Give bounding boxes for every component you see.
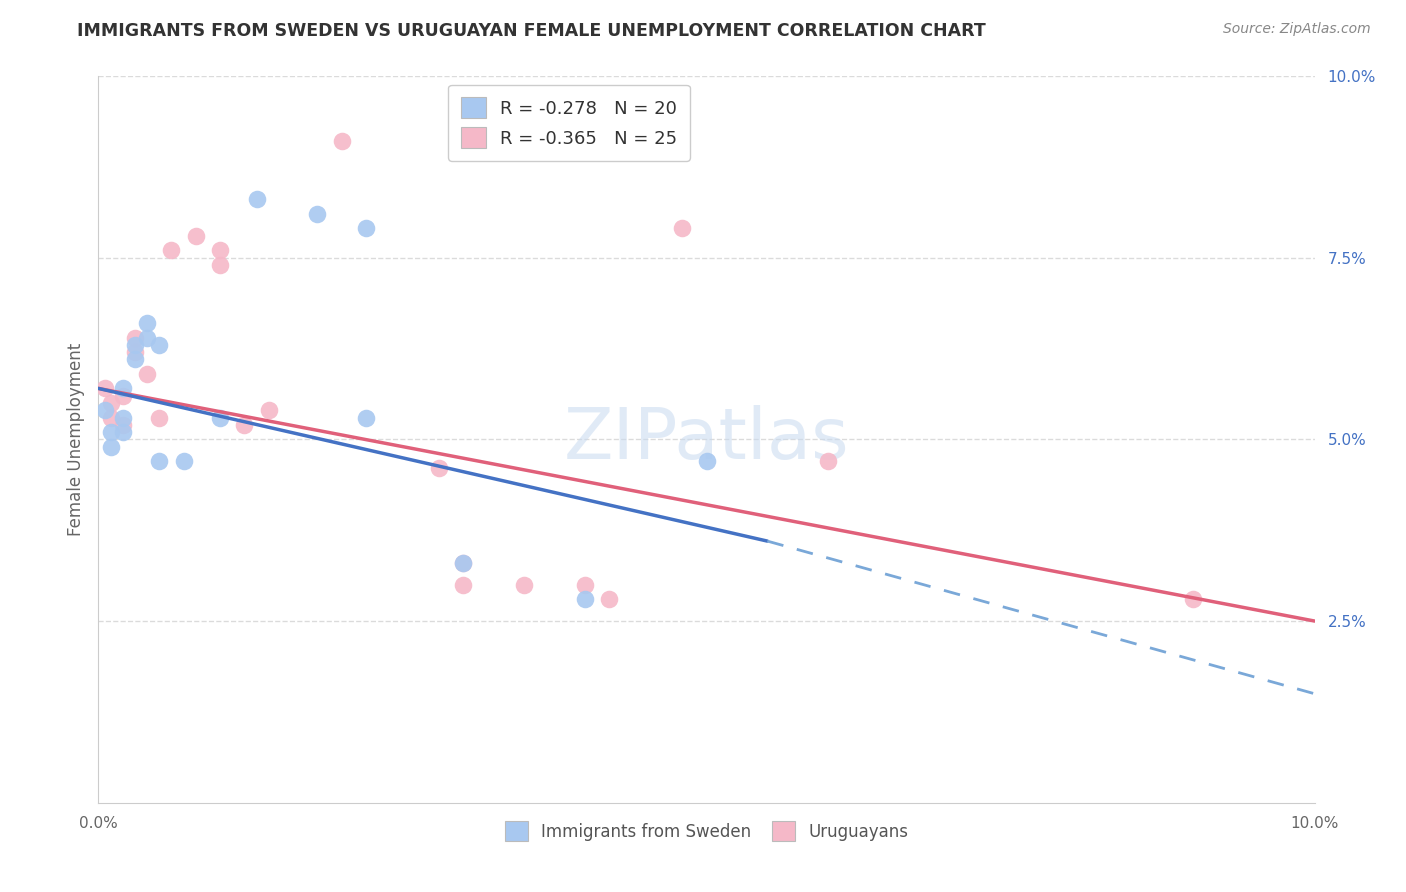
Point	[160, 244, 183, 258]
Point	[245, 193, 267, 207]
Point	[1182, 592, 1205, 607]
Point	[184, 228, 207, 243]
Point	[453, 556, 475, 570]
Point	[354, 410, 377, 425]
Point	[111, 381, 134, 395]
Text: ZIPatlas: ZIPatlas	[564, 405, 849, 474]
Point	[93, 403, 115, 417]
Point	[124, 345, 146, 359]
Point	[513, 578, 536, 592]
Point	[209, 410, 232, 425]
Point	[574, 578, 596, 592]
Point	[817, 454, 839, 468]
Point	[671, 221, 693, 235]
Point	[209, 258, 232, 272]
Point	[136, 316, 159, 330]
Point	[148, 410, 170, 425]
Point	[136, 330, 159, 344]
Point	[124, 330, 146, 344]
Point	[696, 454, 718, 468]
Point	[233, 417, 256, 432]
Point	[453, 578, 475, 592]
Legend: Immigrants from Sweden, Uruguayans: Immigrants from Sweden, Uruguayans	[496, 814, 917, 849]
Point	[100, 396, 122, 410]
Point	[598, 592, 620, 607]
Point	[354, 221, 377, 235]
Point	[111, 425, 134, 439]
Point	[307, 207, 329, 221]
Point	[111, 410, 134, 425]
Point	[100, 440, 122, 454]
Point	[124, 338, 146, 352]
Point	[453, 556, 475, 570]
Text: IMMIGRANTS FROM SWEDEN VS URUGUAYAN FEMALE UNEMPLOYMENT CORRELATION CHART: IMMIGRANTS FROM SWEDEN VS URUGUAYAN FEMA…	[77, 22, 986, 40]
Point	[148, 338, 170, 352]
Point	[100, 410, 122, 425]
Point	[209, 244, 232, 258]
Point	[124, 352, 146, 367]
Point	[173, 454, 195, 468]
Point	[136, 367, 159, 381]
Point	[111, 389, 134, 403]
Point	[148, 454, 170, 468]
Point	[93, 381, 115, 395]
Point	[574, 592, 596, 607]
Point	[330, 134, 353, 148]
Y-axis label: Female Unemployment: Female Unemployment	[66, 343, 84, 536]
Point	[100, 425, 122, 439]
Point	[427, 461, 450, 475]
Point	[111, 417, 134, 432]
Point	[257, 403, 280, 417]
Text: Source: ZipAtlas.com: Source: ZipAtlas.com	[1223, 22, 1371, 37]
